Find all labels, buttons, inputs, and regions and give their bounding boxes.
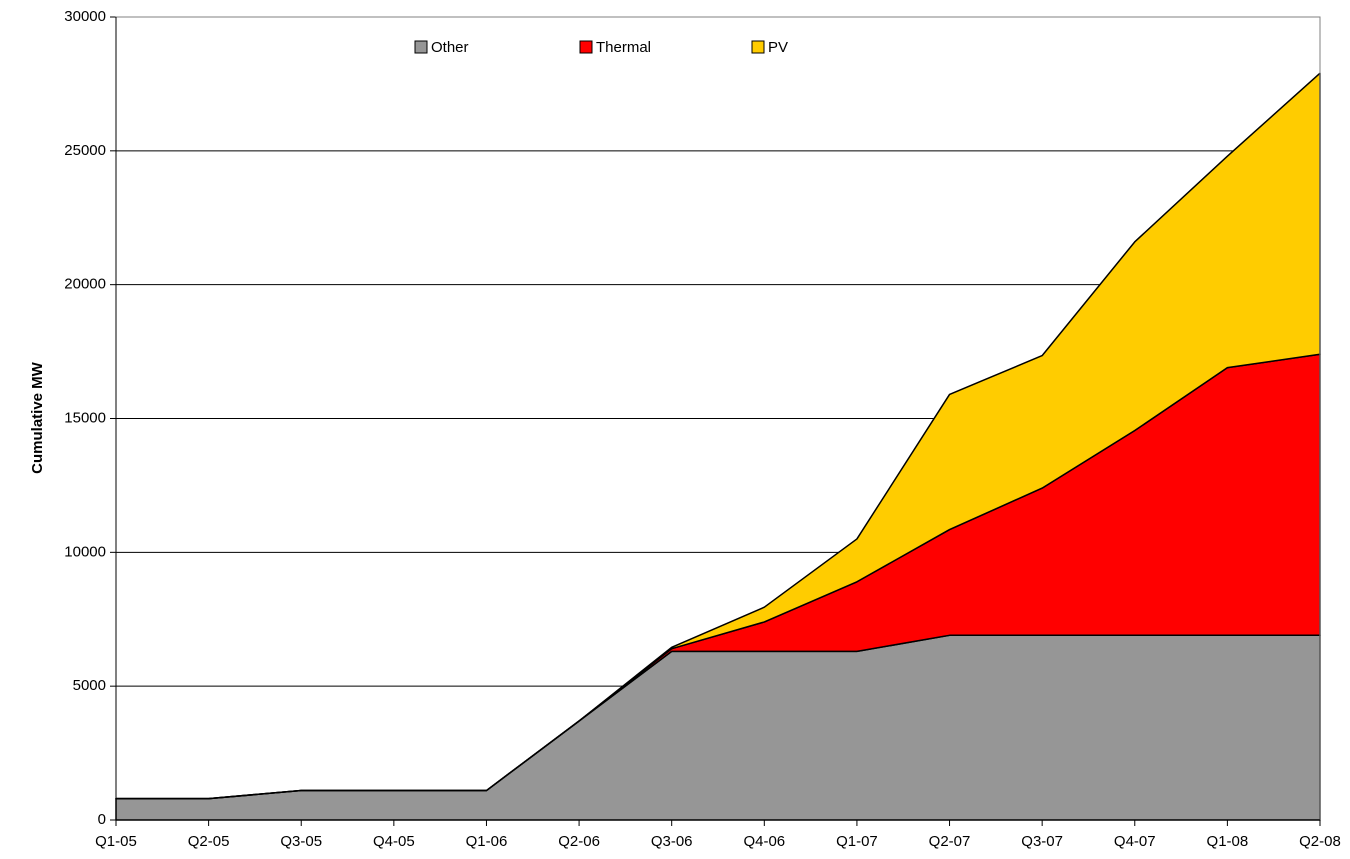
legend-swatch: [751, 40, 765, 54]
x-tick-label: Q2-08: [1299, 833, 1341, 850]
x-tick-label: Q4-05: [373, 833, 415, 850]
legend-label: Thermal: [596, 39, 651, 56]
y-tick-label: 0: [98, 811, 106, 828]
y-tick-label: 25000: [64, 142, 106, 159]
x-tick-label: Q3-05: [280, 833, 322, 850]
y-tick-label: 30000: [64, 8, 106, 25]
x-tick-label: Q2-06: [558, 833, 600, 850]
legend-swatch: [414, 40, 428, 54]
x-tick-label: Q2-05: [188, 833, 230, 850]
x-tick-label: Q1-07: [836, 833, 878, 850]
x-tick-label: Q3-06: [651, 833, 693, 850]
y-tick-label: 5000: [73, 677, 106, 694]
x-tick-label: Q1-08: [1207, 833, 1249, 850]
x-tick-label: Q4-06: [743, 833, 785, 850]
y-tick-label: 15000: [64, 409, 106, 426]
x-tick-label: Q3-07: [1021, 833, 1063, 850]
x-tick-label: Q1-05: [95, 833, 137, 850]
x-tick-label: Q4-07: [1114, 833, 1156, 850]
legend-swatch: [579, 40, 593, 54]
y-tick-label: 10000: [64, 543, 106, 560]
x-tick-label: Q1-06: [466, 833, 508, 850]
y-axis-label: Cumulative MW: [29, 361, 46, 474]
y-tick-label: 20000: [64, 276, 106, 293]
legend-label: Other: [431, 39, 469, 56]
x-tick-label: Q2-07: [929, 833, 971, 850]
legend-label: PV: [768, 39, 788, 56]
